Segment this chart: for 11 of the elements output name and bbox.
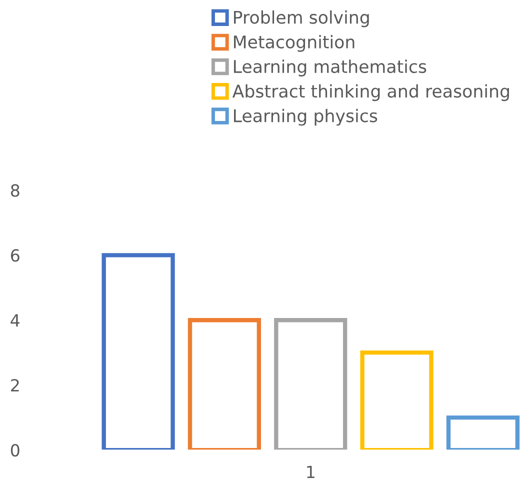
y-tick-label: 0 [10, 444, 20, 457]
y-tick-label: 4 [10, 314, 20, 326]
y-tick-label: 8 [10, 184, 20, 197]
legend-label: Problem solving [234, 10, 369, 28]
legend-label: Learning mathematics [234, 60, 426, 76]
legend-label: Abstract thinking and reasoning [232, 84, 509, 102]
legend-label: Learning physics [234, 108, 378, 126]
x-tick-label: 1 [307, 466, 314, 478]
y-tick-label: 2 [11, 379, 19, 392]
y-tick-label: 6 [11, 249, 20, 262]
legend-label: Metacognition [234, 35, 354, 52]
